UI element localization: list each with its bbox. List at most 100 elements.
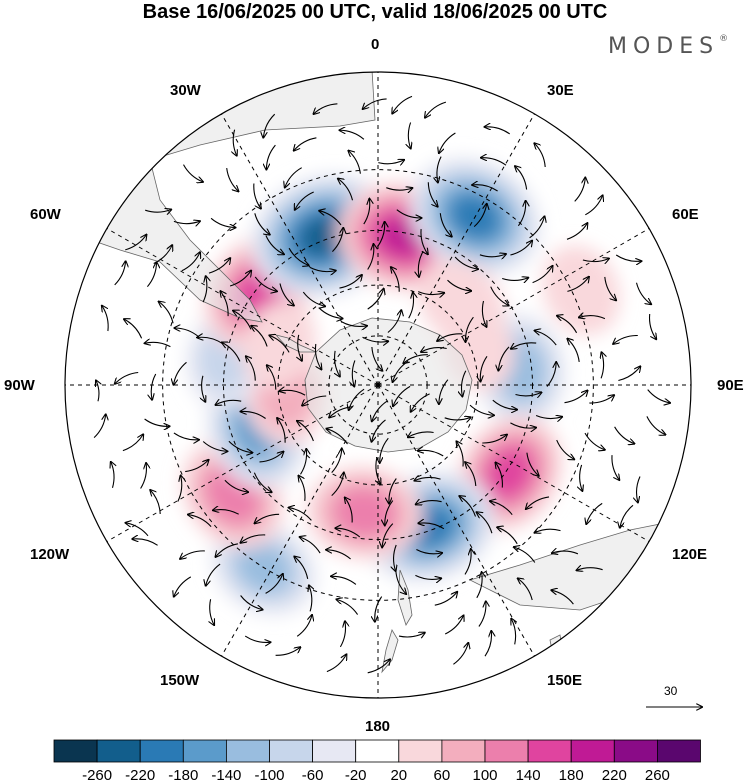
wind-arrow xyxy=(202,441,227,452)
wind-arrow xyxy=(331,449,342,473)
wind-arrow xyxy=(498,346,510,371)
wind-arrow xyxy=(213,510,239,515)
wind-arrow xyxy=(398,633,425,637)
colorbar-tick-label: -100 xyxy=(254,767,284,783)
colorbar-box-14 xyxy=(657,739,701,763)
wind-arrow xyxy=(459,496,477,517)
wind-arrow xyxy=(637,476,641,503)
wind-arrow xyxy=(294,137,317,151)
wind-arrow xyxy=(208,258,230,274)
wind-arrow xyxy=(396,209,422,218)
wind-arrow xyxy=(535,529,561,532)
wind-arrow xyxy=(126,523,149,537)
wind-arrow xyxy=(266,144,276,169)
wind-arrow xyxy=(210,599,214,625)
wind-arrow xyxy=(511,619,515,645)
wind-arrow xyxy=(222,343,241,362)
colorbar-box-7 xyxy=(355,739,400,763)
pole-dot xyxy=(375,382,381,388)
lon-label-120e: 120E xyxy=(672,546,708,563)
wind-arrow xyxy=(464,549,471,575)
wind-arrow xyxy=(415,574,441,579)
wind-arrow xyxy=(124,319,143,339)
wind-arrow xyxy=(297,421,314,442)
wind-arrow xyxy=(526,496,550,509)
wind-arrow xyxy=(389,478,397,504)
wind-arrow xyxy=(473,204,487,228)
wind-arrow xyxy=(434,592,457,606)
wind-arrow xyxy=(251,326,268,347)
wind-arrow xyxy=(604,276,616,300)
wind-arrow xyxy=(476,572,482,599)
wind-arrow xyxy=(514,547,536,563)
wind-arrow xyxy=(241,411,266,419)
wind-arrow xyxy=(367,244,374,270)
colorbar-ticks: -260 -220 -180 -140 -100 -60 -20 20 60 100 140 180 2… xyxy=(82,767,670,783)
wind-arrow xyxy=(285,167,302,188)
map-title: Base 16/06/2025 00 UTC, valid 18/06/2025… xyxy=(142,1,608,23)
wind-arrow xyxy=(216,543,238,557)
wind-arrow xyxy=(241,534,266,543)
wind-arrow xyxy=(453,643,468,665)
wind-arrow xyxy=(567,277,589,292)
wind-arrow xyxy=(319,211,342,226)
latitude-circle xyxy=(162,169,594,601)
wind-arrow xyxy=(363,98,387,109)
colorbar-box-12 xyxy=(570,739,615,763)
wind-arrow xyxy=(411,393,430,412)
wind-arrow xyxy=(481,158,507,166)
wind-arrow xyxy=(326,654,347,673)
wind-arrow xyxy=(340,130,365,140)
colorbar-box-11 xyxy=(527,739,572,763)
wind-arrow xyxy=(185,460,208,473)
wind-arrow xyxy=(556,439,575,459)
wind-arrow xyxy=(145,342,171,348)
anomaly-layer xyxy=(181,157,621,616)
wind-arrow xyxy=(177,476,182,502)
colorbar-tick-label: 220 xyxy=(602,767,627,783)
wind-arrow xyxy=(244,635,270,642)
wind-arrow xyxy=(228,440,252,452)
wind-arrow xyxy=(439,379,449,404)
wind-arrow xyxy=(647,389,670,403)
wind-arrow xyxy=(259,452,284,463)
wind-arrow xyxy=(332,228,343,252)
wind-arrow xyxy=(529,216,545,239)
wind-arrow xyxy=(240,595,263,610)
wind-arrow xyxy=(425,101,447,118)
wind-arrow xyxy=(174,576,192,597)
wind-arrow xyxy=(372,419,386,442)
wind-arrow xyxy=(574,178,586,202)
colorbar-tick-label: -140 xyxy=(211,767,241,783)
wind-arrow xyxy=(314,103,338,114)
wind-arrow xyxy=(229,271,251,287)
wind-arrow xyxy=(382,523,394,548)
wind-arrow xyxy=(339,275,362,289)
wind-arrow xyxy=(465,316,474,342)
lon-label-90w: 90W xyxy=(4,377,35,394)
wind-arrow xyxy=(391,267,400,292)
wind-arrow xyxy=(394,544,397,571)
wind-arrow xyxy=(362,336,389,342)
wind-arrow xyxy=(535,331,557,346)
colorbar-tick-label: 60 xyxy=(434,767,451,783)
wind-arrow xyxy=(181,252,200,272)
colorbar-box-9 xyxy=(441,739,486,763)
wind-arrow xyxy=(300,449,307,475)
wind-arrow xyxy=(348,151,361,174)
wind-arrow xyxy=(376,458,381,484)
wind-arrow xyxy=(420,229,428,254)
wind-arrow xyxy=(174,361,187,384)
wind-arrow xyxy=(254,276,277,291)
wind-arrow xyxy=(233,129,236,156)
wind-arrow xyxy=(392,95,413,113)
wind-arrow xyxy=(439,132,456,153)
wind-arrow xyxy=(589,395,614,404)
wind-arrow xyxy=(93,414,106,438)
wind-arrow xyxy=(279,283,294,306)
wind-arrow xyxy=(183,164,203,182)
wind-arrow xyxy=(159,302,174,324)
wind-arrow xyxy=(646,416,666,434)
wind-arrow xyxy=(552,551,579,554)
wind-arrow xyxy=(335,350,340,377)
